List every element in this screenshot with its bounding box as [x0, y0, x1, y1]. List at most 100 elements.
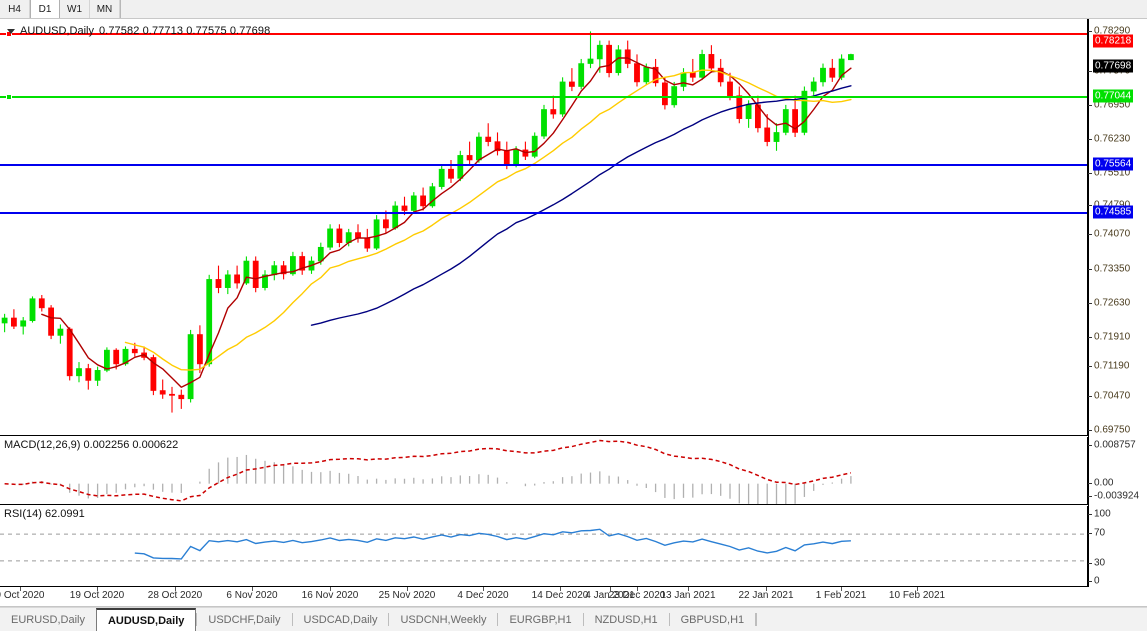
- candle: [448, 168, 454, 179]
- date-tick: [20, 587, 21, 591]
- timeframe-toolbar: H4 D1 W1 MN: [0, 0, 1147, 19]
- date-label: 1 Feb 2021: [815, 590, 867, 601]
- tab-separator: [196, 613, 198, 626]
- candle: [745, 104, 752, 119]
- chart-tab-audusd[interactable]: AUDUSD,Daily: [95, 608, 197, 631]
- candle: [187, 334, 194, 400]
- scale-tick-label: 0.75510: [1094, 167, 1131, 179]
- rsi-line: [134, 528, 851, 560]
- scale-tick: [1088, 496, 1092, 497]
- candle: [215, 279, 222, 288]
- candle: [131, 348, 138, 354]
- candle: [541, 109, 547, 137]
- candle: [373, 219, 380, 249]
- candle: [206, 279, 213, 365]
- candle: [661, 82, 668, 106]
- price-scale[interactable]: 0.782900.775700.769500.762300.755100.747…: [1088, 19, 1147, 587]
- chart-tab-usdchf[interactable]: USDCHF,Daily: [208, 613, 281, 626]
- candle: [94, 370, 101, 381]
- candle: [429, 186, 436, 207]
- tab-separator: [755, 613, 757, 626]
- scale-tick: [1088, 396, 1092, 397]
- date-tick: [610, 587, 611, 591]
- scale-tick-label: 0.78290: [1094, 25, 1131, 37]
- level-line-support-green[interactable]: [0, 96, 1087, 98]
- date-label: 6 Nov 2020: [226, 590, 278, 601]
- price-tag-blue[interactable]: 0.74585: [1093, 205, 1134, 219]
- candle: [364, 237, 371, 249]
- rsi-label: RSI(14) 62.0991: [4, 508, 85, 520]
- price-tag-red[interactable]: 0.78218: [1093, 34, 1134, 48]
- chart-tab-nzdusd[interactable]: NZDUSD,H1: [594, 613, 658, 626]
- scale-tick-label: 0.72630: [1094, 297, 1131, 309]
- candle: [410, 195, 417, 211]
- scale-tick: [1088, 139, 1092, 140]
- candle: [810, 81, 817, 92]
- candle: [317, 246, 324, 262]
- candle: [773, 132, 780, 142]
- timeframe-button-h4[interactable]: H4: [0, 0, 30, 18]
- date-label: 28 Oct 2020: [147, 590, 203, 601]
- date-label: 25 Nov 2020: [378, 590, 436, 601]
- date-tick: [97, 587, 98, 591]
- candle: [792, 109, 798, 133]
- date-tick: [252, 587, 253, 591]
- candle: [327, 228, 333, 248]
- moving-average-line: [310, 85, 852, 326]
- scale-tick-label: 0.00: [1094, 477, 1114, 489]
- chart-tab-usdcad[interactable]: USDCAD,Daily: [303, 613, 378, 626]
- level-line-support-blue-2[interactable]: [0, 212, 1087, 214]
- candle: [234, 274, 240, 284]
- candle: [48, 307, 54, 336]
- date-label: 4 Jan 2021: [585, 590, 635, 601]
- level-anchor-support-green[interactable]: [6, 94, 12, 100]
- candle: [764, 127, 771, 142]
- tab-separator: [291, 613, 293, 626]
- level-line-support-blue-1[interactable]: [0, 164, 1087, 166]
- tab-separator: [388, 613, 390, 626]
- candle: [224, 274, 231, 288]
- timeframe-button-mn[interactable]: MN: [90, 0, 120, 18]
- candle: [838, 58, 845, 78]
- symbol-ohlc: 0.77582 0.77713 0.77575 0.77698: [98, 25, 271, 37]
- candle: [550, 109, 557, 115]
- candle: [280, 265, 287, 275]
- price-pane[interactable]: [0, 19, 1088, 436]
- scale-tick-label: 0.74790: [1094, 200, 1130, 211]
- level-line-resistance-red[interactable]: [0, 33, 1087, 35]
- price-tag-green[interactable]: 0.77044: [1093, 89, 1134, 103]
- rsi-pane[interactable]: RSI(14) 62.0991: [0, 506, 1088, 587]
- date-tick: [688, 587, 689, 591]
- candle: [652, 66, 659, 84]
- scale-tick-label: 0.71910: [1094, 331, 1131, 343]
- candle: [289, 256, 296, 275]
- timeframe-button-d1[interactable]: D1: [30, 0, 60, 18]
- candle: [11, 317, 17, 327]
- scale-tick-label: 0: [1094, 575, 1100, 587]
- moving-average-line: [41, 57, 852, 388]
- timeframe-button-w1[interactable]: W1: [60, 0, 90, 18]
- candle: [634, 63, 640, 83]
- candle: [252, 260, 259, 288]
- candle: [104, 349, 110, 371]
- date-tick: [841, 587, 842, 591]
- toolbar-separator: [120, 0, 121, 18]
- candle: [29, 298, 36, 322]
- triangle-down-icon[interactable]: [7, 28, 15, 34]
- candle: [66, 328, 73, 377]
- chart-tab-gbpusd[interactable]: GBPUSD,H1: [680, 613, 745, 626]
- date-label: 14 Dec 2020: [531, 590, 589, 601]
- scale-tick: [1088, 581, 1092, 582]
- candle: [150, 357, 157, 391]
- price-tag-blue[interactable]: 0.75564: [1093, 157, 1134, 171]
- chart-tab-eurgbp[interactable]: EURGBP,H1: [509, 613, 572, 626]
- price-tag-black[interactable]: 0.77698: [1093, 59, 1134, 73]
- date-label: 13 Jan 2021: [660, 590, 716, 601]
- macd-pane[interactable]: MACD(12,26,9) 0.002256 0.000622: [0, 437, 1088, 505]
- tab-separator: [582, 613, 584, 626]
- date-tick: [175, 587, 176, 591]
- chart-tab-eurusd[interactable]: EURUSD,Daily: [11, 613, 85, 626]
- candle: [401, 205, 408, 211]
- candle: [85, 368, 92, 381]
- chart-tab-usdcnh[interactable]: USDCNH,Weekly: [400, 613, 487, 626]
